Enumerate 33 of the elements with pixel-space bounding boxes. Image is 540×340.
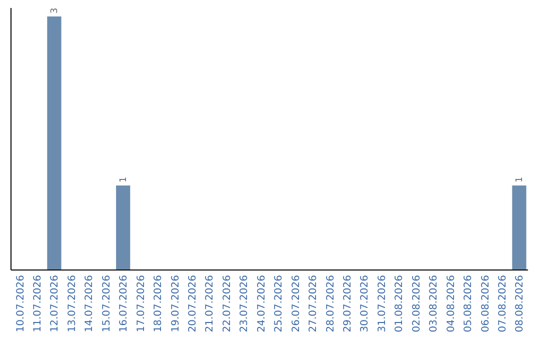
data-label: 3: [50, 8, 60, 14]
x-tick-label: 10.07.2026: [15, 275, 26, 332]
x-tick-label: 02.08.2026: [411, 275, 422, 332]
x-tick-label: 30.07.2026: [360, 275, 371, 332]
x-tick-label: 20.07.2026: [188, 275, 198, 332]
x-tick-label: 31.07.2026: [376, 275, 388, 332]
x-tick-label: 21.07.2026: [204, 275, 216, 332]
data-label: 1: [119, 176, 130, 182]
x-tick-label: 01.08.2026: [394, 275, 406, 332]
x-tick-label: 17.07.2026: [136, 275, 147, 332]
x-tick-label: 06.08.2026: [480, 275, 492, 332]
x-tick-label: 14.07.2026: [84, 275, 96, 332]
x-tick-label: 15.07.2026: [101, 275, 112, 332]
x-tick-label: 08.08.2026: [514, 275, 526, 332]
x-tick-label: 13.07.2026: [66, 275, 78, 332]
x-tick-label: 16.07.2026: [118, 275, 130, 332]
x-tick-label: 05.08.2026: [463, 275, 474, 332]
x-tick-label: 11.07.2026: [32, 275, 44, 332]
x-tick-label: 18.07.2026: [153, 275, 164, 332]
x-tick-label: 24.07.2026: [256, 275, 268, 332]
x-tick-label: 19.07.2026: [170, 275, 182, 332]
x-tick-label: 28.07.2026: [325, 275, 336, 332]
x-tick-label: 25.07.2026: [274, 275, 285, 332]
x-tick-label: 22.07.2026: [222, 275, 233, 332]
x-tick-label: 26.07.2026: [290, 275, 302, 332]
x-tick-label: 29.07.2026: [342, 275, 354, 332]
x-tick-label: 07.08.2026: [497, 275, 508, 332]
x-tick-label: 23.07.2026: [239, 275, 250, 332]
x-tick-label: 03.08.2026: [428, 275, 440, 332]
data-label: 1: [515, 176, 526, 182]
x-tick-label: 04.08.2026: [446, 275, 457, 332]
x-tick-label: 12.07.2026: [50, 275, 61, 332]
x-tick-label: 27.07.2026: [308, 275, 320, 332]
